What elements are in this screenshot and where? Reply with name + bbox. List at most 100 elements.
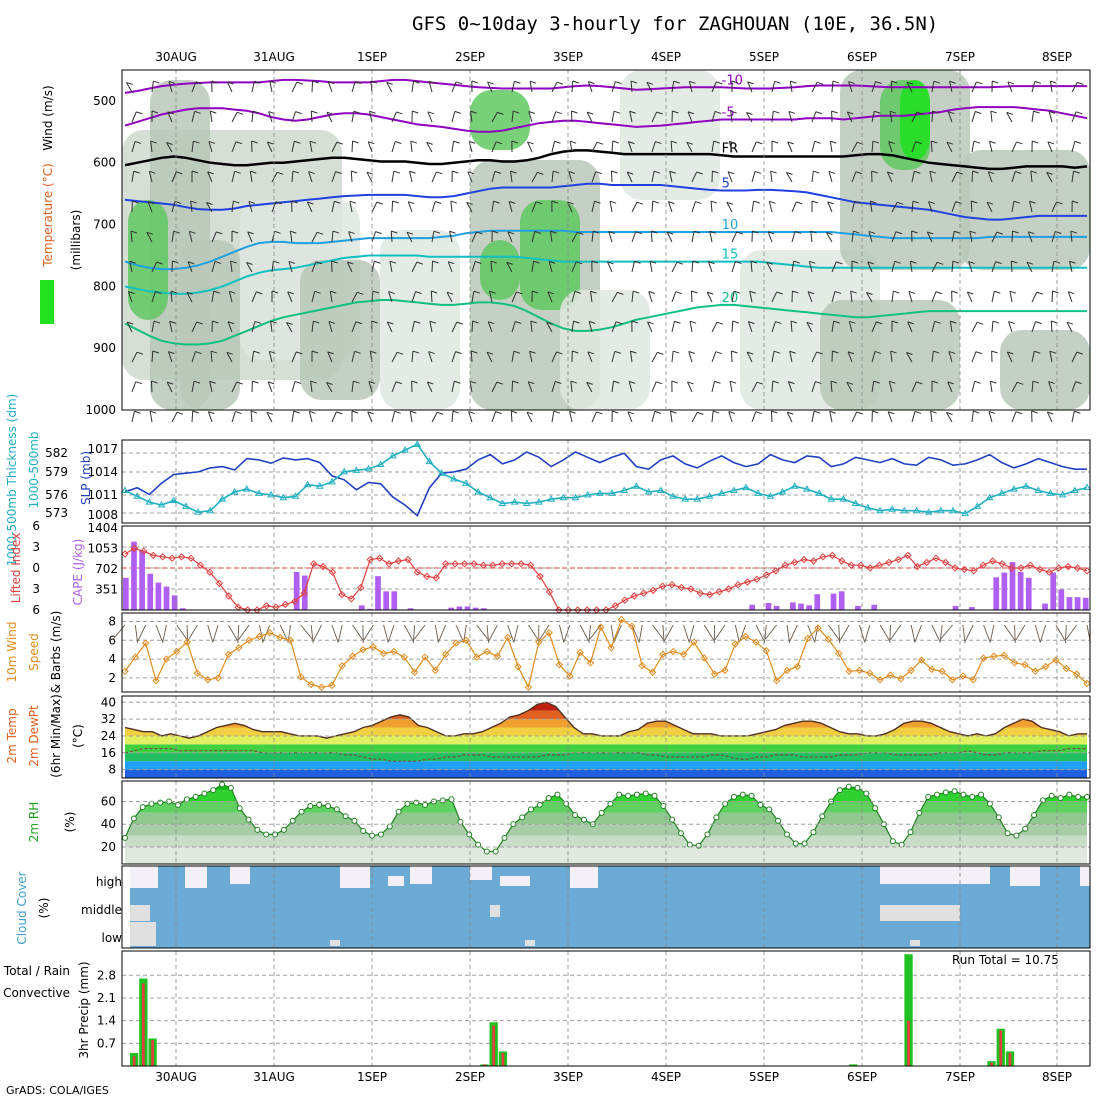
wind-barb — [411, 261, 418, 273]
wind-barb-flag — [1030, 170, 1038, 174]
wind-barb-flag — [1056, 201, 1063, 205]
wind-barb-flag — [455, 81, 463, 85]
wind-barb — [526, 411, 533, 423]
wind-barb-flag — [252, 380, 259, 384]
rh-marker — [501, 834, 508, 841]
cloud-gap — [880, 866, 990, 884]
surface-wind-barb — [176, 624, 188, 641]
wind-barb — [971, 351, 977, 363]
wind-speed-marker — [410, 668, 419, 676]
wind-barb-flag — [1075, 111, 1083, 115]
wind-barb — [869, 201, 873, 213]
wind-barb — [411, 321, 415, 333]
rh-marker — [183, 796, 190, 803]
wind-barb-flag — [176, 171, 183, 175]
wind-barb-flag — [786, 171, 793, 175]
wind-barb-flag — [716, 321, 724, 325]
wind-barb-flag — [133, 170, 140, 174]
wind-barb-flag — [293, 410, 300, 414]
wind-barb-flag — [1047, 141, 1055, 145]
thickness-marker — [803, 485, 811, 492]
wind-barb-flag — [510, 170, 517, 174]
cape-bar — [806, 605, 812, 610]
wind-barb-flag — [568, 171, 575, 174]
wind-barb — [248, 201, 253, 213]
wind-barb-flag — [174, 200, 182, 204]
wind-barb-flag — [250, 170, 257, 174]
wind-barb — [988, 411, 993, 423]
wind-barb-flag — [897, 201, 904, 205]
thickness-marker — [693, 495, 702, 502]
wind-barb — [607, 261, 613, 273]
li-marker — [706, 590, 714, 599]
wind-barb-flag — [749, 290, 756, 294]
cape-bar — [480, 608, 487, 610]
rh-marker — [536, 801, 543, 808]
surface-wind-barb — [589, 624, 602, 640]
thickness-marker — [1022, 482, 1030, 489]
top-day-label: 8SEP — [1042, 50, 1072, 64]
cape-bar — [952, 605, 959, 610]
surface-wind-barb — [438, 624, 447, 642]
cloud-gap — [388, 876, 404, 886]
ylabel-temp-2: 2m DewPt — [27, 705, 41, 767]
wind-barb-flag — [167, 381, 174, 385]
thickness-marker — [778, 487, 787, 495]
wind-barb — [949, 321, 953, 333]
wind-barb — [351, 111, 355, 123]
precip-convective-bar — [907, 1020, 910, 1066]
wind-barb-flag — [275, 201, 283, 205]
rh-marker — [642, 790, 649, 797]
ylabel-rh-1: 2m RH — [27, 802, 41, 843]
wind-barb — [991, 320, 994, 333]
thickness-marker — [949, 506, 957, 514]
wind-barb-flag — [136, 351, 144, 355]
wind-speed-marker — [400, 653, 408, 661]
li-marker — [932, 554, 940, 562]
wind-barb-flag — [192, 410, 199, 414]
wind-barb-flag — [427, 111, 435, 115]
rh-shading — [380, 230, 460, 410]
thickness-marker — [437, 469, 446, 476]
wind-barb — [231, 411, 236, 423]
wind-barb — [989, 381, 993, 393]
wind-barb — [868, 231, 873, 243]
wind-speed-marker — [783, 666, 791, 675]
cloud-gap — [230, 866, 250, 884]
wind-barb — [531, 201, 537, 213]
wind-barb-flag — [853, 230, 860, 234]
wind-barb — [151, 321, 155, 333]
wind-barb-flag — [336, 141, 343, 145]
li-marker — [309, 560, 318, 568]
surface-wind-barb — [789, 624, 798, 642]
wind-barb-flag — [1077, 81, 1084, 85]
wind-barb-flag — [486, 351, 494, 355]
wind-barb — [146, 232, 153, 243]
wind-barb-flag — [189, 230, 196, 234]
wind-barb-flag — [473, 290, 481, 294]
wind-speed-marker — [141, 639, 150, 647]
wind-barb-flag — [992, 320, 1000, 324]
cape-bar — [131, 541, 137, 610]
bottom-day-label: 7SEP — [945, 1070, 975, 1084]
wind-barb — [1048, 381, 1053, 393]
cape-bar — [749, 604, 756, 610]
wind-barb-flag — [1017, 381, 1024, 385]
wind-barb-flag — [695, 201, 702, 205]
rh-tick-label: 20 — [101, 840, 116, 854]
surface-wind-barb — [300, 624, 313, 640]
wind-barb — [527, 141, 533, 153]
thickness-marker — [522, 499, 531, 507]
wind-barb — [911, 141, 917, 153]
wind-speed-marker — [793, 662, 802, 671]
rh-marker — [995, 814, 1002, 821]
surface-wind-barb — [1065, 624, 1078, 640]
wind-barb — [291, 351, 297, 363]
wind-barb-flag — [167, 111, 174, 115]
surface-wind-barb — [259, 624, 264, 643]
wind-barb-flag — [453, 140, 460, 144]
wind-barb-flag — [267, 381, 275, 385]
wind-barb-flag — [947, 381, 954, 385]
wind-speed-marker — [338, 661, 346, 670]
